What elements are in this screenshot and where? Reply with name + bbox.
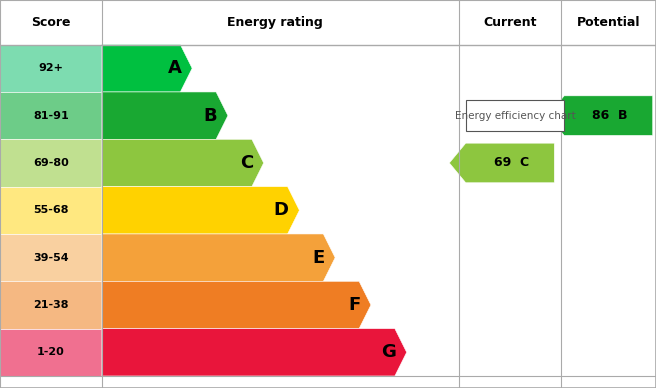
Text: A: A	[168, 59, 182, 77]
Text: Potential: Potential	[577, 16, 640, 29]
Text: B: B	[203, 107, 217, 125]
Text: D: D	[274, 201, 289, 219]
Text: Energy efficiency chart: Energy efficiency chart	[455, 111, 575, 121]
Bar	[466, 100, 564, 131]
Text: 86  B: 86 B	[592, 109, 628, 122]
Polygon shape	[102, 92, 228, 139]
Text: F: F	[348, 296, 360, 314]
Text: 81-91: 81-91	[33, 111, 69, 121]
Polygon shape	[102, 234, 335, 281]
Text: 1-20: 1-20	[37, 347, 65, 357]
Text: Score: Score	[31, 16, 71, 29]
Text: E: E	[312, 249, 325, 267]
Bar	[0, 329, 102, 376]
Text: 39-54: 39-54	[33, 253, 69, 263]
Polygon shape	[102, 45, 192, 92]
Text: 55-68: 55-68	[33, 205, 69, 215]
Text: Energy rating: Energy rating	[227, 16, 323, 29]
Bar	[0, 45, 102, 92]
Polygon shape	[102, 281, 371, 329]
Bar	[0, 234, 102, 281]
Bar	[0, 281, 102, 329]
Polygon shape	[548, 96, 653, 135]
Text: G: G	[381, 343, 396, 361]
Text: Current: Current	[483, 16, 537, 29]
Polygon shape	[102, 187, 299, 234]
Bar	[0, 187, 102, 234]
Text: 21-38: 21-38	[33, 300, 69, 310]
Polygon shape	[449, 143, 554, 183]
Text: 69-80: 69-80	[33, 158, 69, 168]
Bar	[0, 139, 102, 187]
Bar	[0, 92, 102, 139]
Polygon shape	[102, 139, 264, 187]
Polygon shape	[102, 329, 407, 376]
Text: 69  C: 69 C	[494, 156, 529, 170]
Text: C: C	[240, 154, 253, 172]
Text: 92+: 92+	[39, 63, 63, 73]
